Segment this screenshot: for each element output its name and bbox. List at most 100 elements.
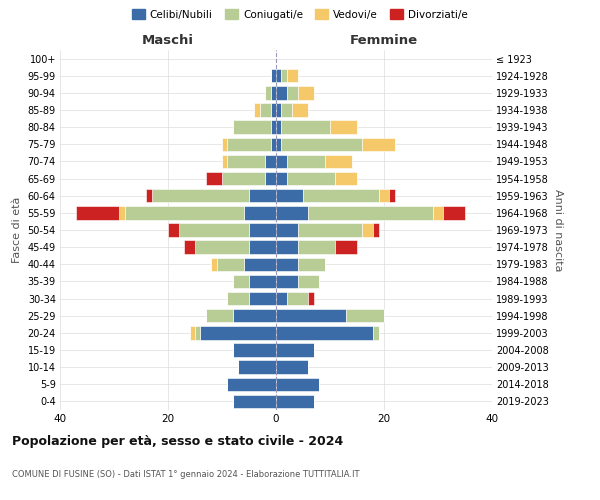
Bar [281, 69, 287, 82]
Bar [362, 224, 373, 236]
Bar [281, 120, 330, 134]
Bar [276, 104, 281, 117]
Bar [206, 309, 233, 322]
Bar [330, 120, 357, 134]
Text: COMUNE DI FUSINE (SO) - Dati ISTAT 1° gennaio 2024 - Elaborazione TUTTITALIA.IT: COMUNE DI FUSINE (SO) - Dati ISTAT 1° ge… [12, 470, 359, 479]
Bar [195, 240, 249, 254]
Bar [233, 344, 276, 356]
Bar [287, 154, 325, 168]
Bar [281, 138, 362, 151]
Bar [276, 138, 281, 151]
Bar [211, 258, 217, 271]
Bar [222, 138, 227, 151]
Bar [260, 104, 271, 117]
Bar [271, 86, 276, 100]
Bar [281, 104, 292, 117]
Bar [249, 292, 276, 306]
Bar [379, 189, 389, 202]
Bar [222, 154, 227, 168]
Bar [271, 120, 276, 134]
Bar [276, 309, 346, 322]
Bar [298, 240, 335, 254]
Bar [276, 274, 298, 288]
Bar [287, 86, 298, 100]
Bar [222, 172, 265, 186]
Bar [292, 104, 308, 117]
Bar [276, 344, 314, 356]
Bar [227, 138, 271, 151]
Bar [287, 172, 335, 186]
Bar [276, 326, 373, 340]
Bar [276, 240, 298, 254]
Bar [233, 120, 271, 134]
Bar [76, 206, 119, 220]
Bar [308, 292, 314, 306]
Bar [244, 206, 276, 220]
Bar [276, 189, 303, 202]
Bar [184, 240, 195, 254]
Y-axis label: Fasce di età: Fasce di età [12, 197, 22, 263]
Y-axis label: Anni di nascita: Anni di nascita [553, 188, 563, 271]
Bar [254, 104, 260, 117]
Bar [276, 224, 298, 236]
Bar [362, 138, 395, 151]
Text: Maschi: Maschi [142, 34, 194, 48]
Bar [119, 206, 125, 220]
Bar [238, 360, 276, 374]
Bar [335, 172, 357, 186]
Bar [233, 394, 276, 408]
Bar [271, 104, 276, 117]
Legend: Celibi/Nubili, Coniugati/e, Vedovi/e, Divorziati/e: Celibi/Nubili, Coniugati/e, Vedovi/e, Di… [128, 5, 472, 24]
Bar [233, 274, 249, 288]
Bar [206, 172, 222, 186]
Bar [249, 224, 276, 236]
Bar [373, 326, 379, 340]
Bar [227, 378, 276, 391]
Bar [287, 69, 298, 82]
Bar [195, 326, 200, 340]
Bar [373, 224, 379, 236]
Bar [433, 206, 443, 220]
Text: Femmine: Femmine [350, 34, 418, 48]
Bar [217, 258, 244, 271]
Bar [244, 258, 276, 271]
Bar [265, 172, 276, 186]
Bar [298, 86, 314, 100]
Bar [346, 309, 384, 322]
Bar [276, 69, 281, 82]
Bar [179, 224, 249, 236]
Bar [276, 394, 314, 408]
Bar [443, 206, 465, 220]
Bar [125, 206, 244, 220]
Bar [168, 224, 179, 236]
Bar [190, 326, 195, 340]
Bar [276, 292, 287, 306]
Bar [276, 206, 308, 220]
Bar [276, 378, 319, 391]
Bar [298, 258, 325, 271]
Bar [276, 120, 281, 134]
Bar [298, 224, 362, 236]
Bar [298, 274, 319, 288]
Bar [146, 189, 152, 202]
Bar [308, 206, 433, 220]
Bar [249, 274, 276, 288]
Bar [227, 154, 265, 168]
Bar [271, 138, 276, 151]
Text: Popolazione per età, sesso e stato civile - 2024: Popolazione per età, sesso e stato civil… [12, 435, 343, 448]
Bar [276, 86, 287, 100]
Bar [265, 86, 271, 100]
Bar [200, 326, 276, 340]
Bar [249, 189, 276, 202]
Bar [233, 309, 276, 322]
Bar [227, 292, 249, 306]
Bar [276, 258, 298, 271]
Bar [265, 154, 276, 168]
Bar [287, 292, 308, 306]
Bar [276, 360, 308, 374]
Bar [335, 240, 357, 254]
Bar [276, 172, 287, 186]
Bar [249, 240, 276, 254]
Bar [276, 154, 287, 168]
Bar [325, 154, 352, 168]
